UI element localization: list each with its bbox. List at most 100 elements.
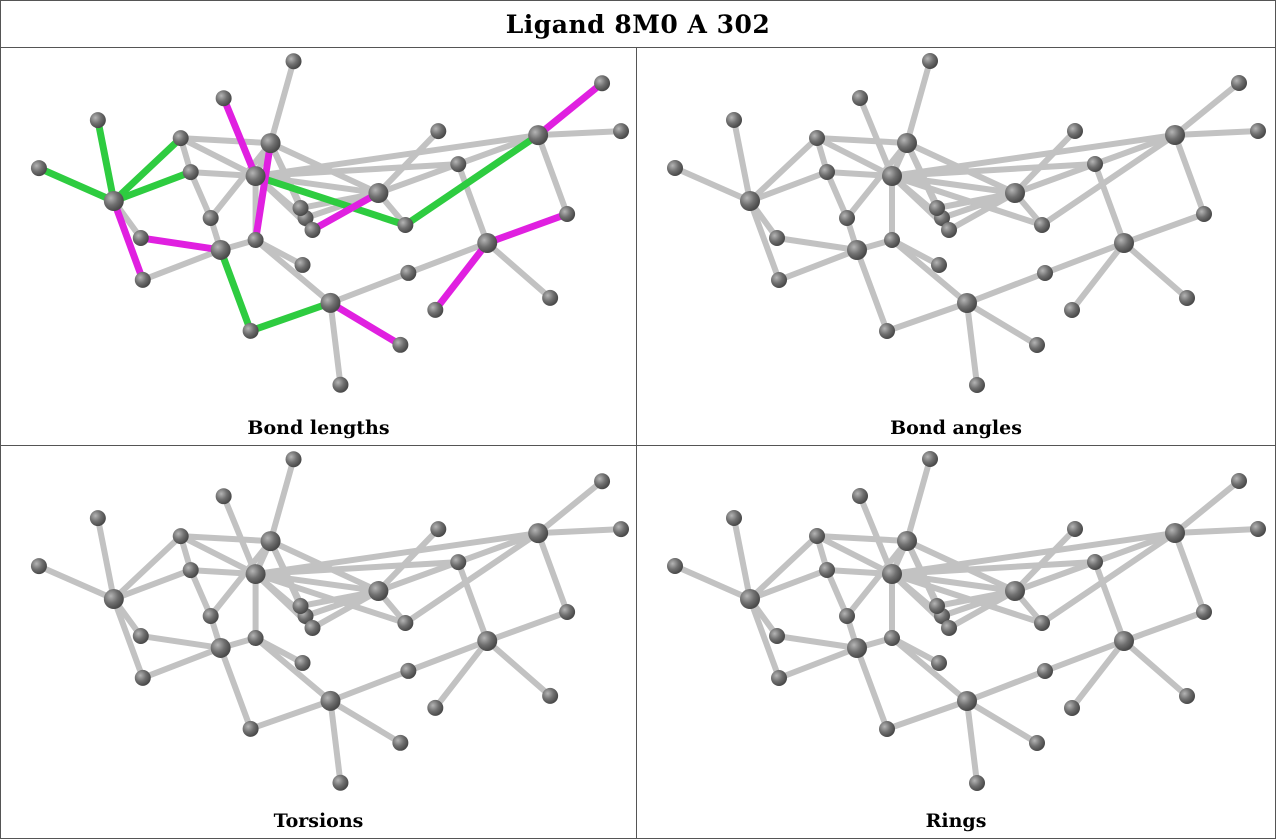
atom <box>450 156 467 173</box>
bond <box>1172 132 1207 217</box>
bond <box>747 567 830 602</box>
atom <box>30 160 47 177</box>
bond <box>252 172 409 229</box>
bond <box>889 571 1018 594</box>
bond <box>401 131 542 229</box>
bond <box>814 135 895 179</box>
caption-bond-angles: Bond angles <box>890 417 1022 439</box>
bond <box>535 526 625 537</box>
bond <box>455 530 542 566</box>
molecule-view-torsions <box>30 451 630 791</box>
atom <box>667 160 683 176</box>
bond <box>327 269 412 306</box>
bond <box>535 530 571 616</box>
atom <box>430 521 447 538</box>
bond <box>1092 559 1127 644</box>
bond <box>964 698 1040 746</box>
bond <box>946 588 1018 631</box>
atom <box>103 589 124 610</box>
atom <box>1037 663 1053 679</box>
bond <box>375 161 462 197</box>
bond <box>35 563 117 603</box>
bond <box>252 132 542 180</box>
bond <box>1042 240 1127 276</box>
bond <box>1172 530 1207 615</box>
atom <box>260 133 281 154</box>
bond <box>844 538 910 619</box>
bond <box>252 236 306 268</box>
bond <box>431 239 491 314</box>
atom <box>430 123 447 140</box>
bond <box>1121 609 1207 644</box>
atom <box>294 654 311 671</box>
bond <box>884 300 970 334</box>
bond <box>220 493 259 578</box>
bond <box>309 189 382 234</box>
atom <box>304 619 321 636</box>
bond <box>535 478 606 537</box>
atom <box>726 112 742 128</box>
bond <box>252 236 334 306</box>
bond <box>252 571 382 595</box>
atom <box>809 130 825 146</box>
bond <box>534 79 606 139</box>
atom <box>397 217 414 233</box>
bond <box>535 132 571 218</box>
bond <box>327 697 404 746</box>
atom <box>1250 521 1266 537</box>
bond <box>375 559 462 595</box>
bond <box>731 515 753 602</box>
bond <box>1092 132 1178 167</box>
bond <box>904 140 940 211</box>
atom <box>819 164 835 180</box>
atom <box>847 240 867 260</box>
atom <box>931 257 947 273</box>
bond <box>207 538 274 619</box>
atom <box>1005 581 1025 601</box>
bond <box>402 530 542 626</box>
atom <box>528 125 549 146</box>
bond <box>110 533 184 603</box>
bond <box>455 559 491 644</box>
atom <box>897 133 917 153</box>
atom <box>215 488 232 505</box>
bond <box>139 246 224 283</box>
bond <box>889 530 1178 577</box>
bond <box>934 588 1018 609</box>
bond <box>731 117 753 204</box>
bond <box>297 588 382 610</box>
bond <box>35 164 118 205</box>
bond <box>327 667 412 704</box>
bond <box>904 456 933 544</box>
bond <box>1121 211 1207 246</box>
atom <box>769 230 785 246</box>
atom <box>477 630 498 651</box>
bond <box>484 609 571 644</box>
bond <box>814 533 910 544</box>
bond <box>110 168 195 205</box>
bond <box>327 697 344 786</box>
bond <box>824 567 850 619</box>
atom <box>172 528 189 545</box>
atom <box>847 638 867 658</box>
atom <box>879 323 895 339</box>
bond <box>904 58 933 146</box>
atom <box>202 210 219 226</box>
caption-rings: Rings <box>925 810 987 832</box>
bond <box>252 634 334 704</box>
bond <box>934 190 1018 211</box>
bond <box>137 234 225 254</box>
atom <box>202 608 219 624</box>
bond <box>814 533 895 577</box>
atom <box>884 630 900 646</box>
atom <box>172 130 189 147</box>
bond <box>220 94 260 180</box>
atom <box>132 627 149 644</box>
bond <box>405 239 491 276</box>
bond <box>1039 530 1178 626</box>
atom <box>559 206 576 222</box>
bond <box>1012 526 1078 594</box>
atom <box>368 581 389 602</box>
atom <box>89 112 106 129</box>
bond <box>252 173 382 197</box>
